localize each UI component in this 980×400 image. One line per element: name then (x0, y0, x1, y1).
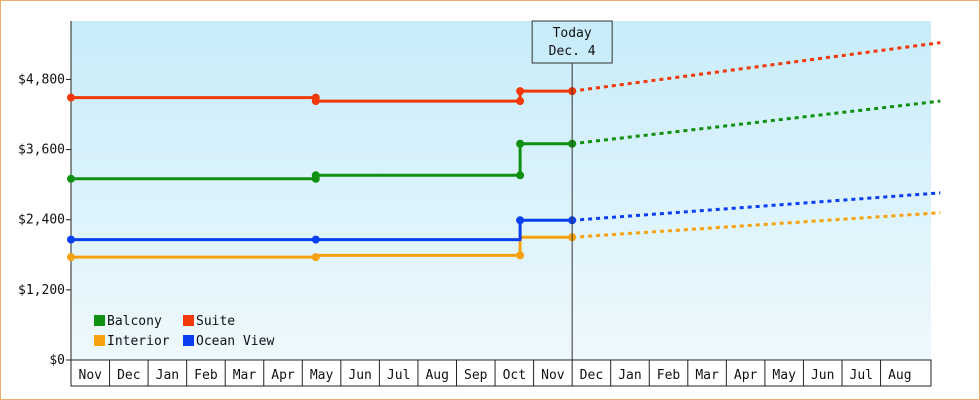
series-line (71, 235, 573, 259)
legend-label: Interior (107, 334, 170, 349)
y-tick-label: $2,400 (18, 213, 65, 228)
series-suite (67, 41, 941, 106)
x-tick-label: Mar (695, 368, 719, 383)
series-line (71, 142, 573, 181)
series-forecast-line (572, 191, 941, 222)
series-balcony (67, 99, 941, 183)
legend-label: Balcony (107, 314, 162, 329)
legend-item-suite: Suite (183, 314, 235, 329)
legend-label: Suite (196, 314, 235, 329)
legend-item-balcony: Balcony (94, 314, 162, 329)
series-line (71, 89, 573, 103)
legend-swatch (183, 335, 194, 346)
x-tick-label: Jul (387, 368, 410, 383)
data-point (67, 235, 75, 244)
y-tick-label: $1,200 (18, 283, 65, 298)
series-forecast-line (571, 99, 941, 146)
legend-item-interior: Interior (94, 334, 170, 349)
data-point (516, 139, 525, 148)
data-point (67, 253, 75, 262)
data-point (516, 171, 525, 180)
x-tick-label: Nov (79, 368, 103, 383)
series-line (71, 218, 573, 242)
y-tick-label: $4,800 (18, 72, 65, 87)
x-tick-label: Jun (348, 368, 371, 383)
x-tick-label: Apr (734, 368, 758, 383)
legend-swatch (183, 315, 194, 326)
x-tick-label: Aug (888, 368, 911, 383)
x-tick-label: Aug (425, 368, 448, 383)
x-tick-label: Mar (233, 368, 257, 383)
series-forecast-line (572, 211, 941, 239)
x-tick-label: Jan (618, 368, 641, 383)
x-tick-label: Apr (271, 368, 295, 383)
x-tick-label: Dec (580, 368, 603, 383)
data-point (516, 251, 525, 260)
data-point (311, 97, 320, 106)
data-point (311, 253, 320, 262)
today-box (531, 20, 613, 64)
data-point (311, 235, 320, 244)
x-tick-label: Jan (156, 368, 179, 383)
series-forecast-line (571, 41, 941, 93)
x-tick-label: Sep (464, 368, 488, 383)
legend-swatch (94, 335, 105, 346)
x-tick-label: Nov (541, 368, 565, 383)
x-axis-band (70, 359, 932, 387)
x-tick-label: Feb (194, 368, 218, 383)
legend-item-ocean-view: Ocean View (183, 334, 274, 349)
x-tick-label: Oct (503, 368, 526, 383)
data-point (67, 174, 75, 183)
x-tick-label: Jun (811, 368, 834, 383)
x-tick-label: May (772, 368, 796, 383)
y-tick-label: $0 (49, 353, 65, 368)
data-point (516, 216, 525, 225)
data-point (516, 97, 525, 106)
legend-swatch (94, 315, 105, 326)
today-date: Dec. 4 (549, 44, 596, 59)
data-point (516, 87, 525, 96)
series-interior (67, 211, 941, 262)
data-point (311, 171, 320, 180)
x-tick-label: Dec (117, 368, 140, 383)
data-point (67, 93, 75, 102)
x-axis-bar: Nov Dec Jan Feb Mar Apr May Jun Jul Aug Sep Oct Nov D… (70, 359, 932, 387)
x-tick-label: Jul (850, 368, 873, 383)
x-tick-label: Feb (657, 368, 681, 383)
plot-area (71, 21, 931, 360)
x-tick-label: May (310, 368, 334, 383)
today-label: Today (553, 26, 592, 41)
legend-label: Ocean View (196, 334, 274, 349)
y-tick-label: $3,600 (18, 143, 65, 158)
